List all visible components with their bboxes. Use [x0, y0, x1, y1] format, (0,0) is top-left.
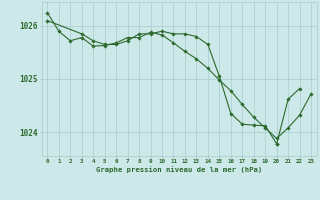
X-axis label: Graphe pression niveau de la mer (hPa): Graphe pression niveau de la mer (hPa)	[96, 166, 262, 173]
